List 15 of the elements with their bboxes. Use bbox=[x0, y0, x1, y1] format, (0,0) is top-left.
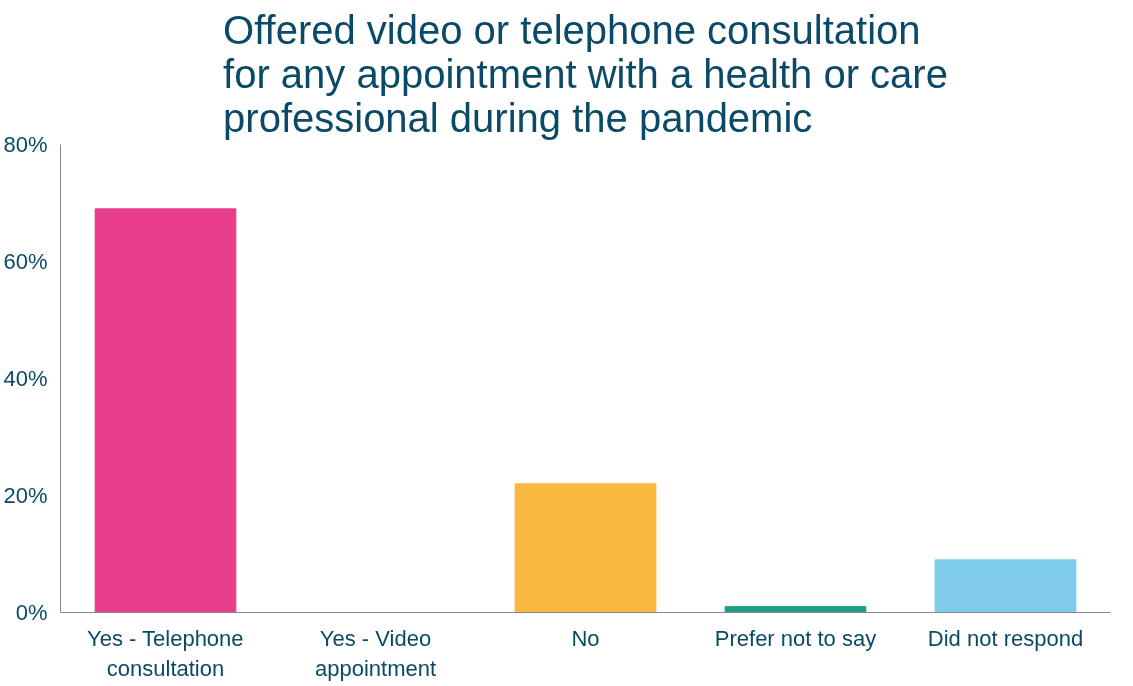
y-tick-label: 60% bbox=[3, 249, 48, 274]
x-tick-label: Yes - Video appointment bbox=[314, 625, 437, 681]
bar bbox=[94, 208, 237, 613]
bar bbox=[934, 559, 1077, 613]
x-tick-label: Yes - Telephone consultation bbox=[87, 625, 244, 681]
x-tick-label: Prefer not to say bbox=[714, 625, 877, 651]
bar bbox=[514, 483, 657, 613]
bar bbox=[724, 606, 867, 613]
x-tick-label: No bbox=[571, 625, 600, 651]
y-tick-label: 80% bbox=[3, 132, 48, 157]
y-tick-label: 0% bbox=[15, 600, 48, 625]
y-tick-label: 40% bbox=[3, 366, 48, 391]
x-tick-label: Did not respond bbox=[927, 625, 1084, 651]
y-tick-label: 20% bbox=[3, 483, 48, 508]
chart-title: Offered video or telephone consultation for any appointment with a health or care professional during the pandemic bbox=[223, 7, 948, 140]
